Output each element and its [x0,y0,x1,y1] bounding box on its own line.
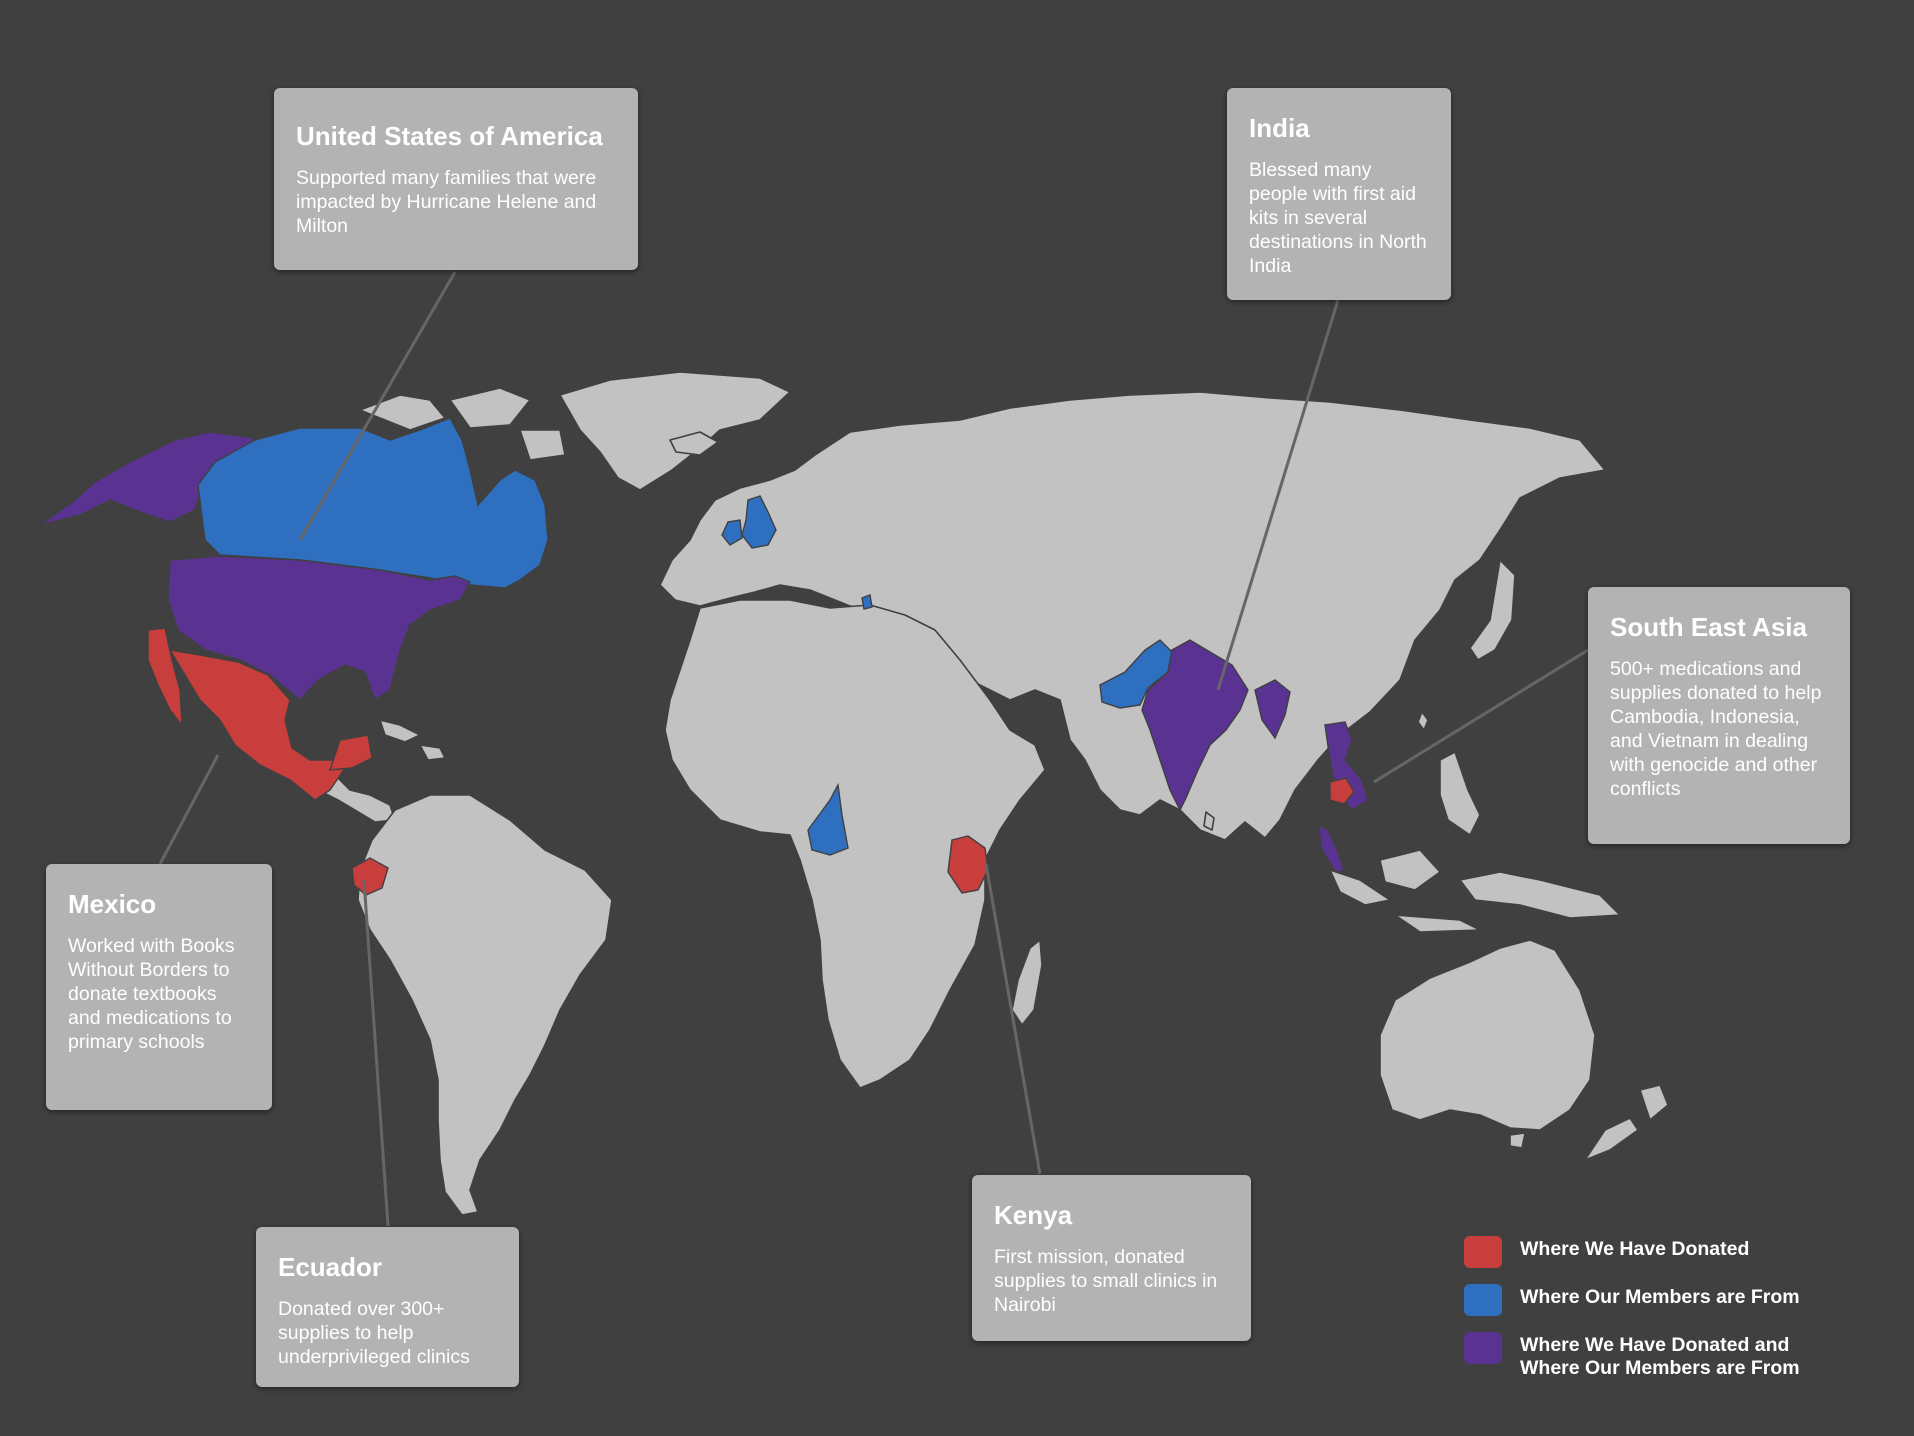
south-america [357,794,613,1216]
legend-label: Where Our Members are From [1520,1286,1800,1308]
callout-text: Worked with Books Without Borders to don… [68,934,235,1053]
callout-title: Ecuador [278,1252,383,1282]
legend-label: Where We Have Donated and Where Our Memb… [1520,1334,1800,1379]
map-legend: Where We Have Donated Where Our Members … [1464,1236,1800,1398]
leader-line-kenya [984,863,1042,1175]
callout-text: Donated over 300+ supplies to help under… [278,1297,470,1368]
callout-title: Mexico [68,889,157,919]
callout-text: First mission, donated supplies to small… [994,1245,1218,1316]
taiwan [1417,711,1429,731]
madagascar [1011,939,1043,1026]
tasmania [1509,1132,1526,1149]
legend-swatch [1464,1332,1502,1364]
usa [167,555,471,702]
leader-line-india [1216,299,1340,691]
iceland [669,431,719,456]
eurasia [659,391,1606,841]
cameroon [807,782,849,856]
indonesia [1329,849,1621,933]
malaysia [1317,823,1345,873]
caribbean [379,719,446,761]
callout-text: 500+ medications and supplies donated to… [1610,657,1822,800]
sri-lanka [1203,811,1215,831]
ireland [721,519,743,546]
callout-india: India Blessed many people with first aid… [1227,88,1451,300]
cuba [328,734,373,771]
callout-title: Kenya [994,1200,1073,1230]
callout-ecuador: Ecuador Donated over 300+ supplies to he… [256,1227,519,1387]
new-zealand [1584,1084,1669,1161]
japan [1469,559,1516,661]
legend-swatch [1464,1236,1502,1268]
callout-south-east-asia: South East Asia 500+ medications and sup… [1588,587,1850,844]
callout-mexico: Mexico Worked with Books Without Borders… [46,864,272,1110]
legend-swatch [1464,1284,1502,1316]
callout-title: South East Asia [1610,612,1807,642]
callout-kenya: Kenya First mission, donated supplies to… [972,1175,1251,1341]
leader-line-ecuador [362,879,390,1227]
legend-item-donated: Where We Have Donated [1464,1236,1800,1268]
montenegro [861,594,873,610]
legend-label: Where We Have Donated [1520,1238,1750,1260]
legend-item-members: Where Our Members are From [1464,1284,1800,1316]
myanmar [1254,679,1291,740]
leader-line-mexico [158,754,220,865]
greenland [559,371,791,491]
cambodia [1329,777,1355,805]
africa [664,599,1046,1089]
kenya [947,835,989,894]
arctic-islands [359,387,566,461]
philippines [1439,751,1481,836]
leader-line-sea [1373,648,1589,784]
baja [147,627,183,728]
callout-text: Supported many families that were impact… [296,166,597,237]
callout-usa: United States of America Supported many … [274,88,638,270]
uk [741,495,777,549]
leader-line-usa [298,271,457,541]
legend-item-both: Where We Have Donated and Where Our Memb… [1464,1332,1800,1380]
callout-title: United States of America [296,121,603,151]
callout-text: Blessed many people with first aid kits … [1249,158,1427,277]
ecuador [351,857,389,896]
australia [1379,939,1596,1131]
callout-title: India [1249,113,1310,143]
